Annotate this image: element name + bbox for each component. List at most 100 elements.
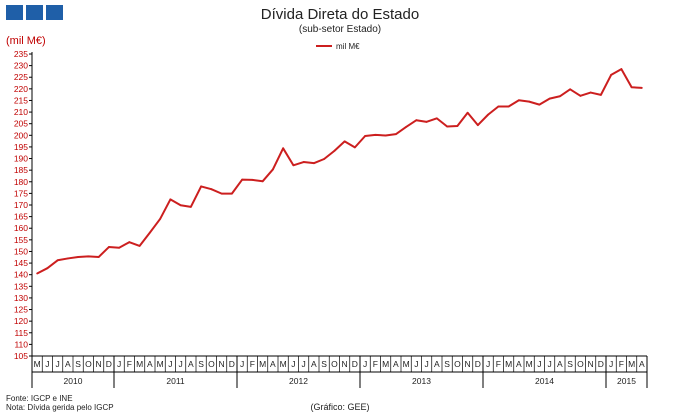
month-tick-label: J	[425, 359, 429, 369]
footer-notes: Fonte: IGCP e INE Nota: Dívida gerida pe…	[6, 394, 114, 412]
month-tick-label: D	[598, 359, 604, 369]
month-tick-label: M	[403, 359, 410, 369]
month-tick-label: O	[331, 359, 338, 369]
year-tick-label: 2013	[412, 376, 431, 386]
month-tick-label: A	[270, 359, 276, 369]
y-tick-label: 105	[14, 351, 28, 361]
month-tick-label: M	[505, 359, 512, 369]
month-tick-label: S	[444, 359, 450, 369]
y-tick-label: 180	[14, 177, 28, 187]
y-tick-label: 170	[14, 200, 28, 210]
data-point	[169, 198, 172, 201]
data-point	[323, 158, 326, 160]
month-tick-label: M	[280, 359, 287, 369]
data-point	[302, 161, 305, 163]
data-point	[569, 88, 572, 91]
month-tick-label: F	[496, 359, 501, 369]
month-tick-label: J	[302, 359, 306, 369]
chart-credit: (Gráfico: GEE)	[310, 402, 370, 412]
month-tick-label: M	[34, 359, 41, 369]
month-tick-label: O	[454, 359, 461, 369]
data-point	[507, 105, 510, 108]
series-layer	[36, 68, 643, 275]
data-point	[610, 74, 613, 76]
data-point	[128, 241, 131, 244]
data-point	[66, 257, 69, 260]
data-point	[620, 68, 623, 70]
data-point	[558, 95, 561, 98]
month-tick-label: F	[127, 359, 132, 369]
month-tick-label: J	[537, 359, 541, 369]
data-point	[487, 113, 490, 116]
data-point	[343, 140, 346, 143]
y-tick-label: 190	[14, 154, 28, 164]
month-tick-label: N	[219, 359, 225, 369]
year-tick-label: 2011	[166, 376, 185, 386]
y-tick-label: 130	[14, 293, 28, 303]
month-tick-label: M	[628, 359, 635, 369]
data-point	[517, 99, 520, 102]
data-point	[364, 135, 367, 137]
month-tick-label: J	[414, 359, 418, 369]
month-tick-label: A	[639, 359, 645, 369]
data-point	[189, 205, 192, 208]
data-point	[538, 103, 541, 106]
data-point	[599, 93, 602, 96]
data-point	[77, 256, 80, 258]
month-tick-label: D	[475, 359, 481, 369]
month-tick-label: F	[250, 359, 255, 369]
y-tick-label: 195	[14, 142, 28, 152]
y-tick-label: 185	[14, 165, 28, 175]
y-tick-label: 225	[14, 72, 28, 82]
month-tick-label: N	[96, 359, 102, 369]
data-point	[589, 91, 592, 94]
month-tick-label: J	[56, 359, 60, 369]
year-tick-label: 2010	[64, 376, 83, 386]
brand-logo	[6, 5, 63, 20]
month-tick-label: J	[363, 359, 367, 369]
legend: mil M€	[316, 42, 360, 51]
data-point	[46, 267, 49, 270]
data-point	[425, 120, 428, 123]
data-point	[97, 256, 100, 258]
y-tick-label: 140	[14, 270, 28, 280]
month-tick-label: N	[465, 359, 471, 369]
data-point	[261, 180, 264, 183]
data-point	[394, 133, 397, 136]
source-note: Fonte: IGCP e INE	[6, 394, 73, 403]
y-tick-label: 125	[14, 305, 28, 315]
month-tick-label: S	[75, 359, 81, 369]
month-tick-label: M	[259, 359, 266, 369]
data-point	[312, 162, 315, 165]
month-tick-label: D	[106, 359, 112, 369]
month-tick-label: M	[136, 359, 143, 369]
month-tick-label: A	[516, 359, 522, 369]
month-tick-label: A	[65, 359, 71, 369]
data-note: Nota: Dívida gerida pelo IGCP	[6, 403, 114, 412]
y-tick-label: 120	[14, 316, 28, 326]
data-point	[118, 246, 121, 249]
month-tick-label: S	[198, 359, 204, 369]
data-point	[640, 87, 643, 89]
month-tick-label: J	[291, 359, 295, 369]
data-point	[282, 147, 285, 150]
y-tick-label: 165	[14, 212, 28, 222]
month-tick-label: N	[342, 359, 348, 369]
data-point	[271, 168, 274, 171]
data-point	[497, 105, 500, 108]
month-tick-label: J	[240, 359, 244, 369]
month-tick-label: D	[352, 359, 358, 369]
data-point	[476, 124, 479, 126]
series-line	[36, 68, 642, 275]
month-tick-label: D	[229, 359, 235, 369]
data-point	[528, 100, 531, 103]
data-point	[138, 244, 141, 247]
month-tick-label: A	[557, 359, 563, 369]
data-point	[56, 259, 59, 262]
month-tick-label: M	[526, 359, 533, 369]
year-tick-label: 2012	[289, 376, 308, 386]
month-tick-label: J	[168, 359, 172, 369]
data-point	[251, 179, 254, 181]
